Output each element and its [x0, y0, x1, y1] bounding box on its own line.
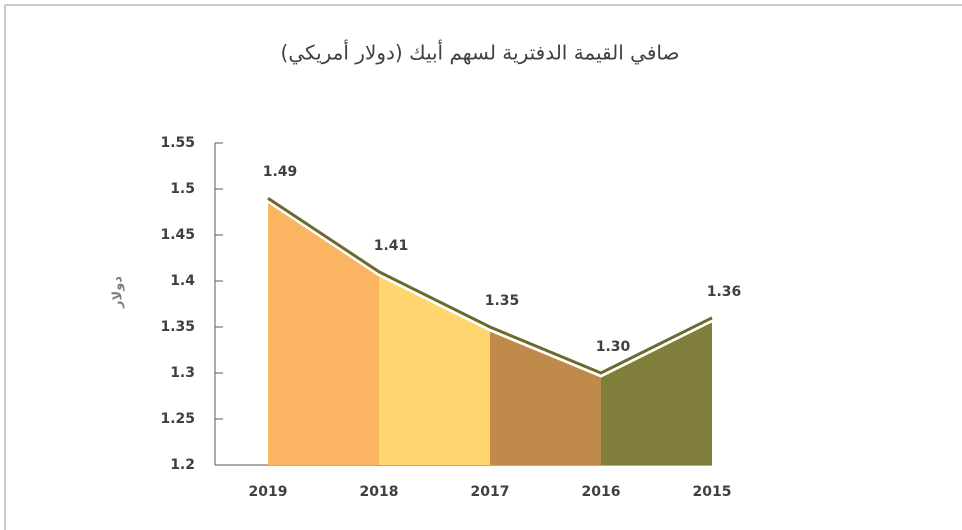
x-tick-label: 2017: [471, 484, 510, 500]
y-tick-label: 1.45: [160, 227, 195, 243]
data-label: 1.35: [485, 293, 520, 309]
y-tick-label: 1.3: [170, 365, 195, 381]
x-tick-label: 2018: [360, 484, 399, 500]
y-tick-label: 1.2: [170, 457, 195, 473]
data-label: 1.49: [263, 164, 298, 180]
line: [267, 196, 713, 375]
y-tick-label: 1.35: [160, 319, 195, 335]
y-axis-label: دولار: [111, 276, 126, 309]
area-segment: [268, 198, 379, 465]
x-tick-label: 2019: [249, 484, 288, 500]
area-segment: [601, 317, 712, 465]
line-highlight: [267, 199, 713, 378]
y-tick-label: 1.25: [160, 411, 195, 427]
y-tick-label: 1.5: [170, 181, 195, 197]
chart-title: صافي القيمة الدفترية لسهم أبيك (دولار أم…: [281, 40, 680, 66]
area-segment: [379, 271, 490, 465]
data-label: 1.30: [596, 339, 631, 355]
x-tick-label: 2016: [582, 484, 621, 500]
x-tick-label: 2015: [693, 484, 732, 500]
data-label: 1.36: [707, 284, 742, 300]
data-label: 1.41: [374, 238, 409, 254]
y-tick-label: 1.55: [160, 135, 195, 151]
y-tick-label: 1.4: [170, 273, 195, 289]
area-segment: [490, 327, 601, 465]
